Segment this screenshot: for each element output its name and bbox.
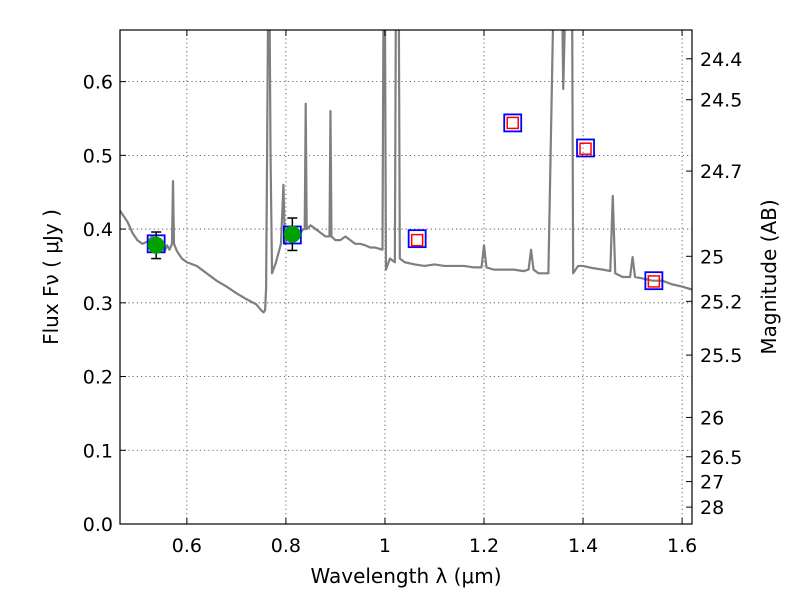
y-tick-label: 0.5 [83, 145, 113, 167]
magnitude-tick-label: 24.5 [700, 90, 742, 112]
x-axis-title: Wavelength λ (μm) [310, 564, 501, 588]
model-photometry-marker [644, 271, 664, 291]
magnitude-tick-label: 26 [700, 407, 724, 429]
magnitude-tick-label: 24.7 [700, 161, 742, 183]
magnitude-tick-label: 25 [700, 246, 724, 268]
y-tick-label: 0.1 [83, 440, 113, 462]
y-tick-label: 0.2 [83, 367, 113, 389]
magnitude-axis-title: Magnitude (AB) [757, 199, 781, 354]
observed-photometry-point [283, 225, 301, 243]
x-tick-label: 0.6 [172, 535, 202, 557]
model-photometry-marker [576, 138, 595, 158]
x-tick-label: 0.8 [271, 535, 301, 557]
magnitude-tick-label: 25.5 [700, 345, 742, 367]
magnitude-tick-label: 25.2 [700, 291, 742, 313]
x-tick-label: 1.4 [568, 535, 598, 557]
magnitude-tick-label: 24.4 [700, 49, 742, 71]
plot-frame [119, 29, 693, 525]
x-tick-label: 1.6 [667, 535, 697, 557]
x-tick-label: 1.2 [469, 535, 499, 557]
predicted-photometry-marker [647, 275, 661, 288]
y-tick-label: 0.0 [83, 514, 113, 536]
magnitude-tick-label: 28 [700, 497, 724, 519]
predicted-photometry-marker [579, 142, 592, 155]
y-tick-label: 0.4 [83, 219, 113, 241]
model-photometry-marker [503, 113, 523, 133]
y-tick-label: 0.6 [83, 72, 113, 94]
predicted-photometry-marker [506, 116, 519, 130]
plot-area [120, 30, 692, 314]
y-tick-label: 0.3 [83, 293, 113, 315]
model-spectrum-line [120, 30, 692, 314]
magnitude-tick-label: 26.5 [700, 447, 742, 469]
grid [120, 30, 692, 525]
x-tick-label: 1 [379, 535, 391, 557]
model-photometry-marker [407, 229, 427, 249]
predicted-photometry-marker [410, 233, 424, 247]
observed-photometry-point [147, 236, 165, 254]
magnitude-tick-label: 27 [700, 472, 724, 494]
axis-ticks: 0.6 0.8 1 1.2 1.4 1.6 0.0 0.1 0.2 0.3 0.4 0.5 0.6 24.… [83, 30, 742, 557]
y-axis-title: Flux Fν ( μJy ) [39, 209, 63, 345]
